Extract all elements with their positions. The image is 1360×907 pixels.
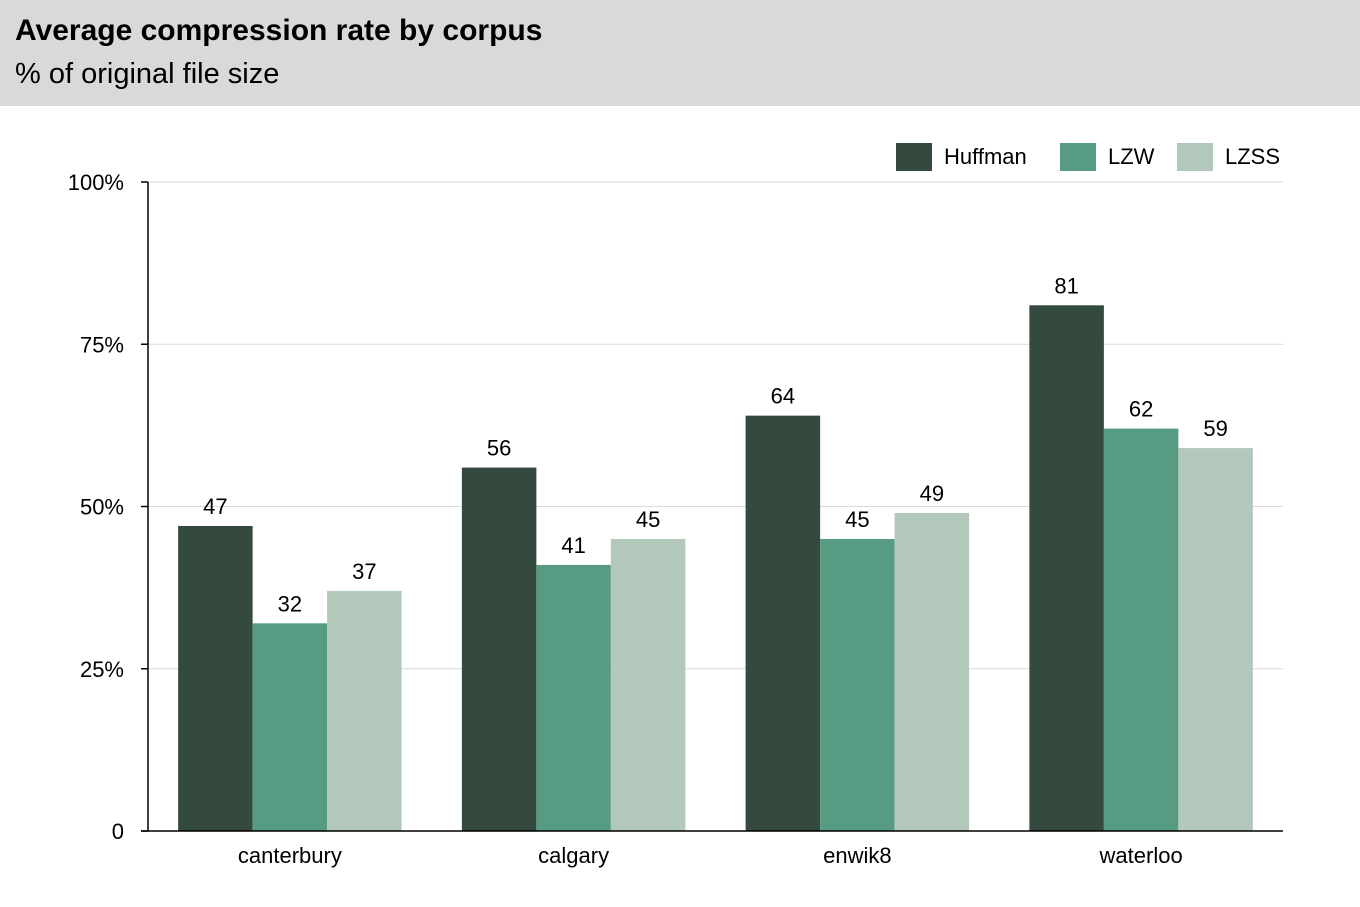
legend-swatch-lzw (1060, 143, 1096, 171)
x-tick-label: enwik8 (823, 843, 891, 868)
bar-huffman-waterloo (1029, 305, 1104, 831)
data-label: 32 (278, 591, 302, 616)
y-axis-ticks: 0 25% 50% 75% 100% (68, 170, 148, 844)
x-axis-ticks: canterbury calgary enwik8 waterloo (238, 843, 1183, 868)
data-label: 56 (487, 436, 511, 461)
y-tick-label: 50% (80, 495, 124, 520)
data-label: 41 (561, 533, 585, 558)
bar-lzss-waterloo (1178, 448, 1253, 831)
bar-lzw-canterbury (252, 623, 328, 831)
y-tick-label: 25% (80, 657, 124, 682)
bars: 47 56 64 81 32 41 45 62 37 45 49 59 (178, 273, 1253, 831)
axes (141, 182, 1283, 832)
bar-lzw-waterloo (1103, 428, 1179, 831)
bar-lzss-calgary (610, 538, 686, 831)
data-label: 49 (920, 481, 944, 506)
y-tick-label: 100% (68, 170, 124, 195)
legend-swatch-huffman (896, 143, 932, 171)
bar-huffman-calgary (461, 467, 537, 831)
bar-huffman-enwik8 (745, 415, 821, 831)
data-label: 45 (636, 507, 660, 532)
legend-label-lzw: LZW (1108, 144, 1155, 169)
y-tick-label: 0 (112, 819, 124, 844)
bar-lzss-canterbury (327, 590, 402, 831)
legend-label-huffman: Huffman (944, 144, 1027, 169)
y-tick-label: 75% (80, 332, 124, 357)
data-label: 59 (1203, 416, 1227, 441)
x-tick-label: waterloo (1099, 843, 1183, 868)
data-label: 62 (1129, 397, 1153, 422)
x-tick-label: calgary (538, 843, 609, 868)
data-label: 45 (845, 507, 869, 532)
chart-title: Average compression rate by corpus (15, 14, 543, 47)
data-label: 47 (203, 494, 227, 519)
data-label: 64 (771, 384, 795, 409)
legend-label-lzss: LZSS (1225, 144, 1280, 169)
legend: Huffman LZW LZSS (896, 143, 1280, 171)
bar-lzw-calgary (536, 564, 611, 831)
x-tick-label: canterbury (238, 843, 342, 868)
bar-lzss-enwik8 (894, 512, 970, 831)
bar-lzw-enwik8 (820, 538, 895, 831)
data-label: 37 (352, 559, 376, 584)
chart-header: Average compression rate by corpus % of … (0, 0, 1360, 106)
legend-swatch-lzss (1177, 143, 1213, 171)
chart-subtitle: % of original file size (15, 58, 280, 90)
bar-huffman-canterbury (178, 525, 253, 831)
data-label: 81 (1054, 273, 1078, 298)
